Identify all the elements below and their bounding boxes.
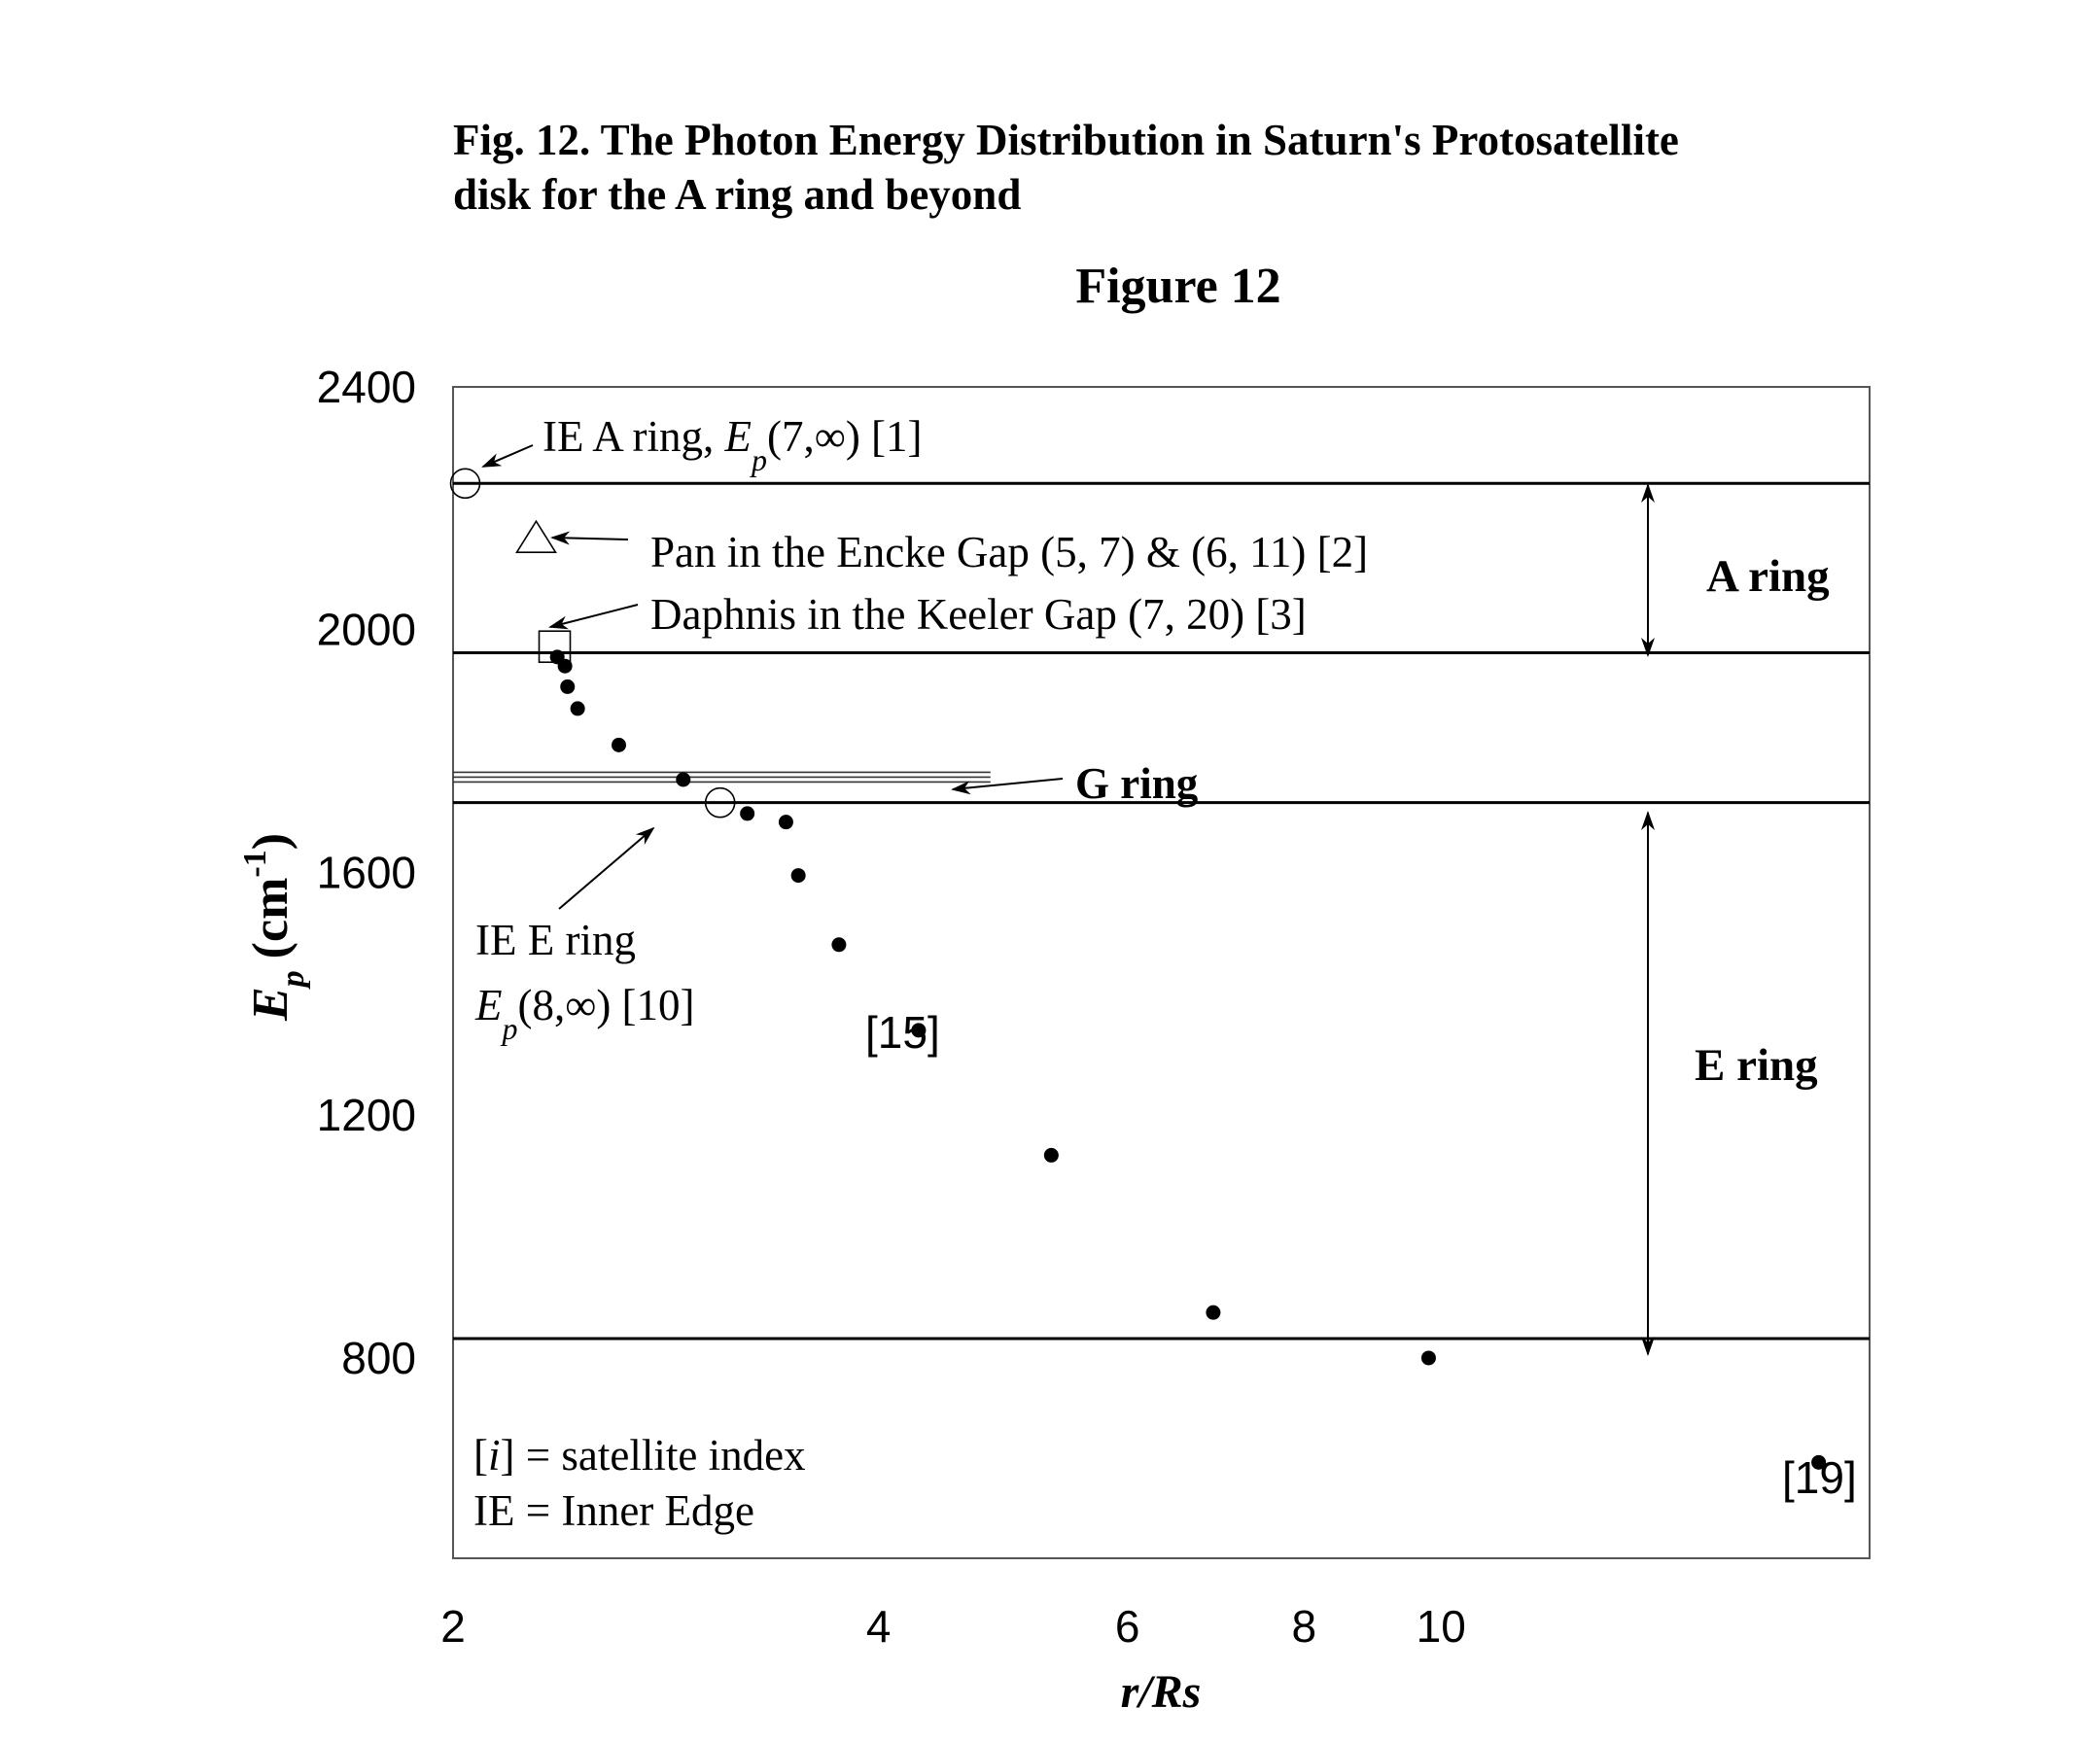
open-circle-point-17 [704, 786, 736, 819]
y-tick-label-2400: 2400 [317, 362, 416, 412]
open-square-point-19 [538, 630, 572, 664]
ie-a-ring-label: IE A ring, Ep(7,∞) [1] [542, 412, 923, 477]
y-axis-label-unit: (cm [243, 878, 298, 959]
reference-lines [453, 481, 1870, 1341]
legend-satellite-index: [i] = satellite index [473, 1431, 806, 1480]
filled-circle-point-3 [560, 679, 576, 694]
ie-e-ring-label-2: Ep(8,∞) [10] [474, 981, 695, 1046]
caption-line-1: Fig. 12. The Photon Energy Distribution … [453, 116, 1679, 164]
x-tick-label-4: 4 [866, 1601, 892, 1652]
a-ring-label: A ring [1706, 551, 1830, 602]
y-axis-label-sup: -1 [237, 850, 273, 877]
svg-text:Ep(cm-1): Ep (cm-1) [237, 833, 311, 1022]
data-points [449, 468, 1827, 1470]
daphnis-arrow [548, 604, 639, 630]
filled-circle-point-13 [1206, 1305, 1221, 1320]
filled-circle-point-11 [911, 1023, 927, 1038]
legend-inner-edge: IE = Inner Edge [473, 1486, 754, 1535]
y-axis-label-E: E [243, 987, 298, 1022]
chart-title: Figure 12 [1075, 259, 1280, 314]
y-tick-label-1600: 1600 [317, 847, 416, 897]
y-tick-labels: 800 1200 1600 2000 2400 [317, 362, 416, 1383]
ie-e-ring-arrow [558, 826, 655, 910]
caption-line-2: disk for the A ring and beyond [453, 170, 1022, 219]
pan-arrow [550, 531, 629, 545]
filled-circle-point-14 [1420, 1350, 1436, 1366]
y-tick-label-1200: 1200 [317, 1090, 416, 1140]
y-axis-label: Ep (cm-1) [237, 833, 311, 1022]
filled-circle-point-12 [1043, 1147, 1059, 1163]
pan-label: Pan in the Encke Gap (5, 7) & (6, 11) [2… [650, 528, 1368, 576]
y-axis-label-sub: p [275, 970, 311, 990]
g-ring-label: G ring [1075, 759, 1199, 808]
filled-circle-point-10 [831, 937, 847, 953]
daphnis-label: Daphnis in the Keeler Gap (7, 20) [3] [650, 590, 1307, 639]
label-15: [15] [865, 1007, 940, 1058]
ie-e-ring-label-1: IE E ring [475, 916, 636, 964]
y-tick-label-800: 800 [341, 1333, 416, 1383]
filled-circle-point-8 [778, 815, 793, 830]
filled-circle-point-4 [570, 701, 585, 716]
open-circle-point-16 [449, 468, 481, 500]
figure-caption: Fig. 12. The Photon Energy Distribution … [453, 113, 1911, 222]
x-axis-label: r/Rs [1121, 1666, 1202, 1718]
y-tick-label-2000: 2000 [317, 605, 416, 655]
x-tick-label-2: 2 [440, 1601, 466, 1652]
x-tick-label-8: 8 [1292, 1601, 1317, 1652]
e-ring-label: E ring [1695, 1040, 1818, 1091]
filled-circle-point-15 [1811, 1454, 1827, 1470]
filled-circle-point-9 [790, 868, 806, 884]
ie-a-ring-arrow [481, 444, 534, 468]
x-tick-label-6: 6 [1115, 1601, 1140, 1652]
filled-circle-point-6 [676, 772, 691, 787]
open-triangle-point-18 [515, 519, 557, 554]
g-ring-lines [453, 771, 991, 784]
plot-frame [452, 386, 1871, 1559]
x-tick-labels: 2 4 6 8 10 [440, 1601, 1466, 1652]
filled-circle-point-5 [611, 737, 626, 752]
filled-circle-point-7 [740, 806, 755, 821]
label-19: [19] [1782, 1452, 1857, 1503]
y-axis-label-close: ) [243, 833, 298, 850]
g-ring-arrow [951, 778, 1064, 795]
x-tick-label-10: 10 [1417, 1601, 1466, 1652]
